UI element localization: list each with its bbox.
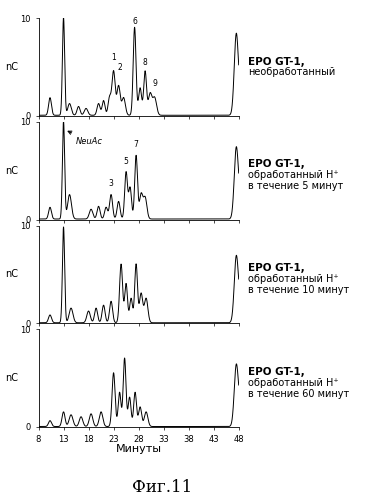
Text: в течение 5 минут: в течение 5 минут [248,181,343,191]
Text: в течение 60 минут: в течение 60 минут [248,388,350,398]
Text: необработанный: необработанный [248,67,336,77]
Text: NeuAc: NeuAc [68,131,103,146]
Text: 2: 2 [117,63,122,72]
Text: 5: 5 [124,156,129,166]
Y-axis label: nC: nC [5,62,18,72]
Y-axis label: nC: nC [5,373,18,383]
Text: 6: 6 [132,17,137,26]
Text: 8: 8 [143,58,147,67]
Text: 3: 3 [109,179,114,188]
Text: EPO GT-1,: EPO GT-1, [248,366,305,376]
Text: Фиг.11: Фиг.11 [132,479,192,496]
Text: EPO GT-1,: EPO GT-1, [248,263,305,273]
Text: Минуты: Минуты [116,444,162,454]
Text: 7: 7 [134,140,139,149]
Text: в течение 10 минут: в течение 10 минут [248,285,350,295]
Text: EPO GT-1,: EPO GT-1, [248,57,305,67]
Text: 9: 9 [152,80,157,88]
Text: обработанный H⁺: обработанный H⁺ [248,274,339,284]
Text: EPO GT-1,: EPO GT-1, [248,159,305,169]
Text: обработанный H⁺: обработанный H⁺ [248,378,339,388]
Y-axis label: nC: nC [5,270,18,280]
Text: 1: 1 [111,53,116,62]
Y-axis label: nC: nC [5,166,18,175]
Text: обработанный H⁺: обработанный H⁺ [248,170,339,180]
